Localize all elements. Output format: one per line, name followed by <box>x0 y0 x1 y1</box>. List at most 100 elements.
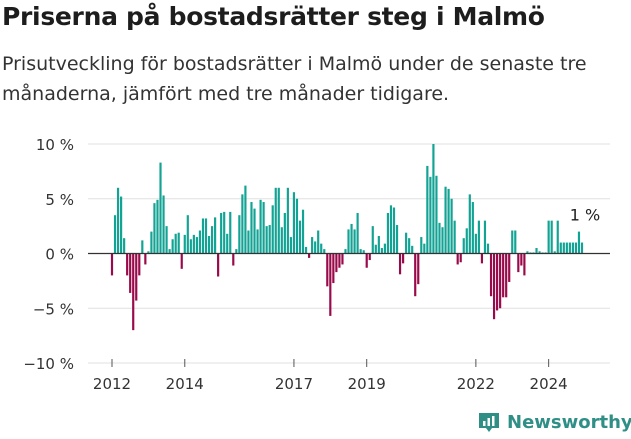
bar <box>435 175 438 254</box>
bar <box>395 225 399 254</box>
bar <box>356 212 359 254</box>
bar <box>480 253 484 264</box>
bar <box>220 212 223 254</box>
bar <box>186 215 189 254</box>
bar <box>538 251 541 254</box>
bar <box>468 194 471 254</box>
bar <box>217 253 220 277</box>
bar <box>547 220 550 254</box>
bar <box>274 187 277 254</box>
bar <box>110 253 114 276</box>
bar <box>338 253 341 268</box>
bar <box>253 208 256 254</box>
bar <box>247 230 250 254</box>
bar <box>535 248 538 254</box>
bar <box>499 253 502 309</box>
brand-logo[interactable]: Newsworthy <box>477 409 631 435</box>
bar <box>420 237 423 254</box>
bar <box>183 234 186 254</box>
bar <box>295 198 299 254</box>
bar <box>298 220 302 254</box>
bar <box>496 253 499 311</box>
y-tick-label: −5 % <box>33 300 74 318</box>
brand-name: Newsworthy <box>507 411 631 433</box>
annotation-layer: 1 % <box>570 206 600 225</box>
bar <box>135 253 138 301</box>
bar <box>280 227 283 254</box>
bar <box>265 226 268 254</box>
bar <box>138 253 141 276</box>
bar <box>210 226 214 254</box>
bar <box>192 234 195 254</box>
bar <box>308 253 311 258</box>
bar <box>286 187 289 254</box>
bar <box>165 226 168 254</box>
bar <box>577 231 581 254</box>
bar <box>359 249 362 254</box>
bar <box>523 253 526 276</box>
bar <box>365 253 368 268</box>
bar <box>565 242 568 254</box>
bar <box>505 253 508 298</box>
bar <box>289 237 292 254</box>
x-tick-label: 2017 <box>275 375 313 393</box>
bar <box>153 203 156 254</box>
bar <box>241 194 244 254</box>
bar <box>226 233 229 254</box>
bar <box>398 253 402 275</box>
bar <box>374 244 377 254</box>
bar <box>304 246 308 254</box>
bar <box>353 229 356 254</box>
bar <box>314 241 317 254</box>
bar <box>553 251 556 254</box>
bar <box>459 253 462 263</box>
bar <box>550 220 553 254</box>
bar <box>408 238 411 254</box>
gridlines <box>88 143 610 364</box>
bar <box>204 218 208 254</box>
bar <box>113 215 117 254</box>
bar <box>344 249 347 254</box>
y-axis-ticks: 10 % 5 % 0 % −5 % −10 % <box>23 136 74 373</box>
bar <box>195 237 198 254</box>
bar <box>456 253 459 265</box>
x-tick-label: 2022 <box>457 375 495 393</box>
bar <box>559 242 562 254</box>
bar <box>426 165 429 254</box>
bar <box>471 202 474 254</box>
bar <box>244 185 247 254</box>
x-tick-label: 2024 <box>530 375 568 393</box>
bar-series <box>110 144 584 331</box>
bar <box>571 242 574 254</box>
bar <box>389 205 393 254</box>
bar <box>123 238 126 254</box>
bar <box>132 253 135 331</box>
bar <box>347 229 350 254</box>
bar <box>486 243 490 254</box>
bar <box>489 253 493 297</box>
x-tick-label: 2019 <box>348 375 386 393</box>
bar <box>259 199 262 254</box>
bar <box>465 228 468 254</box>
bar <box>277 187 280 254</box>
bar <box>414 253 417 297</box>
bar <box>350 223 353 254</box>
bar <box>362 250 365 254</box>
bar <box>332 253 335 284</box>
bar <box>562 242 565 254</box>
bar <box>232 253 235 266</box>
x-axis: 2012 2014 2017 2019 2022 2024 <box>88 252 610 393</box>
bar <box>574 242 578 254</box>
y-tick-label: 10 % <box>36 136 74 154</box>
bar <box>483 220 487 254</box>
bar <box>450 198 453 254</box>
bar <box>371 226 374 254</box>
bar <box>423 243 426 254</box>
bar <box>511 230 514 254</box>
y-tick-label: −10 % <box>23 355 74 373</box>
bar <box>162 195 165 254</box>
bar <box>477 220 480 254</box>
bar <box>417 253 420 285</box>
bar <box>492 253 496 320</box>
